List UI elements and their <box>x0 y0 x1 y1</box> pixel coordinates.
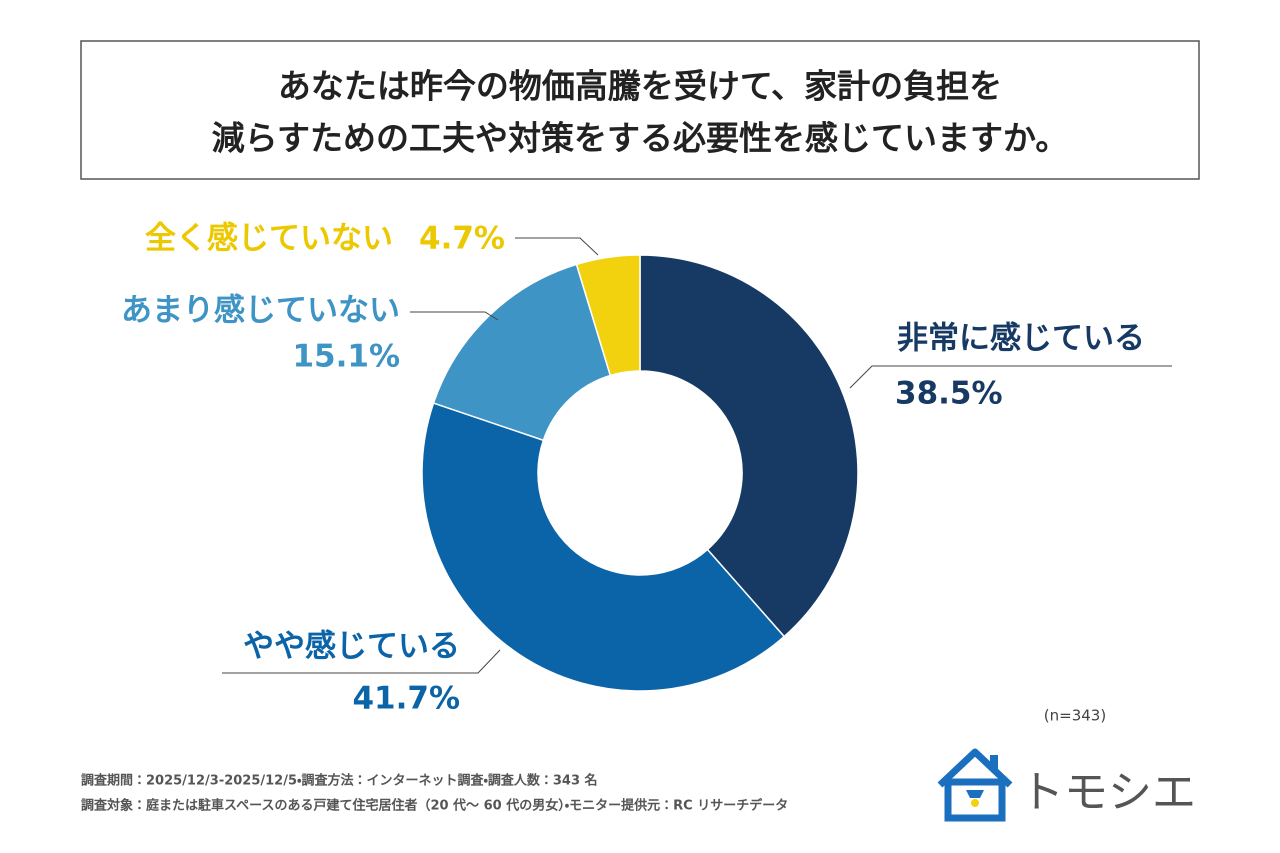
donut-segment <box>421 402 786 692</box>
footer-line: 調査期間：2025/12/3-2025/12/5・調査方法：インターネット調査・… <box>81 773 598 789</box>
leader-line <box>849 365 1172 389</box>
leader-line <box>222 649 501 674</box>
footer-line: 調査対象：庭または駐車スペースのある戸建て住宅居住者（20 代～ 60 代の男女… <box>81 798 788 814</box>
title-line: あなたは昨今の物価高騰を受けて、家計の負担を <box>278 67 1002 106</box>
value-label: 38.5% <box>895 376 1003 412</box>
title-line: 減らすための工夫や対策をする必要性を感じていますか。 <box>212 119 1069 158</box>
category-label: 全く感じていない <box>145 221 393 257</box>
leader-line <box>515 237 599 256</box>
category-label: 非常に感じている <box>897 321 1145 357</box>
category-label: やや感じている <box>243 629 460 665</box>
logo-text: トモシエ <box>1020 767 1196 818</box>
donut-segment <box>639 254 859 638</box>
value-label: 4.7% <box>419 221 505 257</box>
leader-line <box>410 311 499 321</box>
title-box <box>80 40 1200 180</box>
donut-segment <box>432 263 612 442</box>
category-label: あまり感じていない <box>121 293 400 329</box>
value-label: 15.1% <box>292 339 400 375</box>
value-label: 41.7% <box>352 681 460 717</box>
donut-segment <box>575 254 641 377</box>
logo-icon <box>937 748 1013 822</box>
sample-note: (n=343) <box>1044 707 1106 725</box>
